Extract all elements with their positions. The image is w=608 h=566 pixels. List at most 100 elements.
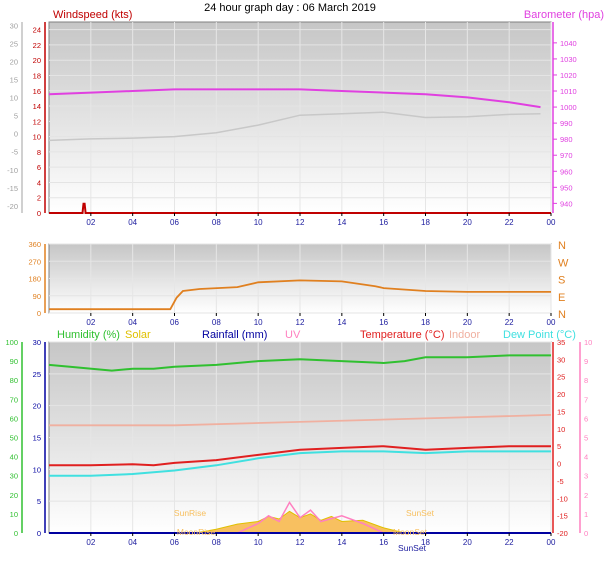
humidity-tick-label: 0 — [14, 529, 18, 538]
uv-tick-label: 1 — [584, 510, 588, 519]
x-tick-label: 04 — [128, 538, 137, 547]
compass-label: E — [558, 292, 565, 304]
rainfall-tick-label: 10 — [33, 465, 41, 474]
wind-tick-label: 14 — [33, 102, 41, 111]
barometer-tick-label: 970 — [560, 151, 573, 160]
humidity-tick-label: 90 — [10, 357, 18, 366]
temperature-tick-label: 0 — [557, 460, 561, 469]
chart-title: 24 hour graph day : 06 March 2019 — [204, 2, 376, 14]
temperature-tick-label: -20 — [557, 529, 568, 538]
temperature-tick-label: -15 — [557, 512, 568, 521]
humidity-tick-label: 10 — [10, 510, 18, 519]
direction-tick-label: 180 — [28, 275, 41, 284]
x-tick-label: 18 — [421, 218, 430, 227]
barometer-tick-label: 950 — [560, 183, 573, 192]
sunset-tick-label: SunSet — [398, 543, 427, 553]
temperature-line — [49, 445, 551, 467]
x-tick-label: 20 — [463, 318, 472, 327]
wind-tick-label: 20 — [33, 56, 41, 65]
temperature-tick-label: 35 — [557, 338, 565, 347]
x-tick-label: 18 — [421, 318, 430, 327]
x-tick-label: 10 — [254, 538, 263, 547]
x-tick-label: 06 — [170, 538, 179, 547]
x-tick-label: 00 — [547, 218, 556, 227]
wind-tick-label: 8 — [37, 148, 41, 157]
x-tick-label: 12 — [296, 538, 305, 547]
barometer-tick-label: 1030 — [560, 55, 577, 64]
barometer-tick-label: 990 — [560, 119, 573, 128]
wind-axis-label: Windspeed (kts) — [53, 9, 132, 21]
x-tick-label: 08 — [212, 218, 221, 227]
outer-left-tick-label: 10 — [10, 94, 18, 103]
humidity-tick-label: 80 — [10, 376, 18, 385]
outer-left-tick-label: 25 — [10, 40, 18, 49]
wind-tick-label: 12 — [33, 117, 41, 126]
x-tick-label: 14 — [337, 218, 346, 227]
x-tick-label: 16 — [379, 538, 388, 547]
wind-tick-label: 0 — [37, 209, 41, 218]
uv-tick-label: 6 — [584, 414, 588, 423]
wind-tick-label: 2 — [37, 194, 41, 203]
x-tick-label: 02 — [86, 318, 95, 327]
temperature-tick-label: 15 — [557, 407, 565, 416]
uv-tick-label: 3 — [584, 472, 588, 481]
barometer-tick-label: 940 — [560, 199, 573, 208]
humidity-tick-label: 100 — [5, 338, 18, 347]
moonset-label: MoonSet — [393, 527, 428, 537]
compass-label: N — [558, 240, 566, 252]
humidity-legend: Humidity (%) — [57, 329, 120, 341]
windspeed-line — [49, 202, 551, 214]
uv-tick-label: 0 — [584, 529, 588, 538]
dewpoint-legend: Dew Point (°C) — [503, 329, 576, 341]
barometer-tick-label: 980 — [560, 135, 573, 144]
outer-left-tick-label: -15 — [7, 184, 18, 193]
compass-label: N — [558, 309, 566, 321]
x-tick-label: 18 — [421, 538, 430, 547]
uv-tick-label: 7 — [584, 395, 588, 404]
uv-line — [236, 500, 385, 534]
rainfall-tick-label: 30 — [33, 338, 41, 347]
uv-legend: UV — [285, 329, 301, 341]
wind-direction-line — [49, 279, 551, 311]
uv-tick-label: 2 — [584, 491, 588, 500]
x-tick-label: 06 — [170, 318, 179, 327]
x-tick-label: 20 — [463, 538, 472, 547]
humidity-tick-label: 70 — [10, 395, 18, 404]
uv-tick-label: 5 — [584, 434, 588, 443]
humidity-tick-label: 40 — [10, 453, 18, 462]
x-tick-label: 12 — [296, 218, 305, 227]
uv-tick-label: 4 — [584, 453, 588, 462]
x-tick-label: 10 — [254, 218, 263, 227]
barometer-axis-label: Barometer (hpa) — [524, 9, 604, 21]
temperature-tick-label: 5 — [557, 442, 561, 451]
x-tick-label: 08 — [212, 318, 221, 327]
humidity-tick-label: 30 — [10, 472, 18, 481]
direction-tick-label: 90 — [33, 292, 41, 301]
humidity-tick-label: 20 — [10, 491, 18, 500]
x-tick-label: 14 — [337, 538, 346, 547]
barometer-tick-label: 1040 — [560, 39, 577, 48]
barometer-line — [48, 88, 541, 109]
temperature-tick-label: 25 — [557, 373, 565, 382]
indoor-legend: Indoor — [449, 329, 481, 341]
wind-tick-label: 6 — [37, 163, 41, 172]
temperature-tick-label: 10 — [557, 425, 565, 434]
temperature-tick-label: 20 — [557, 390, 565, 399]
x-tick-label: 16 — [379, 318, 388, 327]
x-tick-label: 08 — [212, 538, 221, 547]
barometer-tick-label: 960 — [560, 167, 573, 176]
wind-tick-label: 16 — [33, 87, 41, 96]
uv-tick-label: 8 — [584, 376, 588, 385]
rainfall-legend: Rainfall (mm) — [202, 329, 267, 341]
temperature-legend: Temperature (°C) — [360, 329, 444, 341]
uv-tick-label: 9 — [584, 357, 588, 366]
temperature-tick-label: -5 — [557, 477, 564, 486]
x-tick-label: 02 — [86, 218, 95, 227]
x-tick-label: 20 — [463, 218, 472, 227]
direction-tick-label: 270 — [28, 257, 41, 266]
outer-left-tick-label: -20 — [7, 202, 18, 211]
x-tick-label: 04 — [128, 318, 137, 327]
wind-gust-line — [48, 111, 541, 142]
x-tick-label: 12 — [296, 318, 305, 327]
rainfall-tick-label: 15 — [33, 434, 41, 443]
